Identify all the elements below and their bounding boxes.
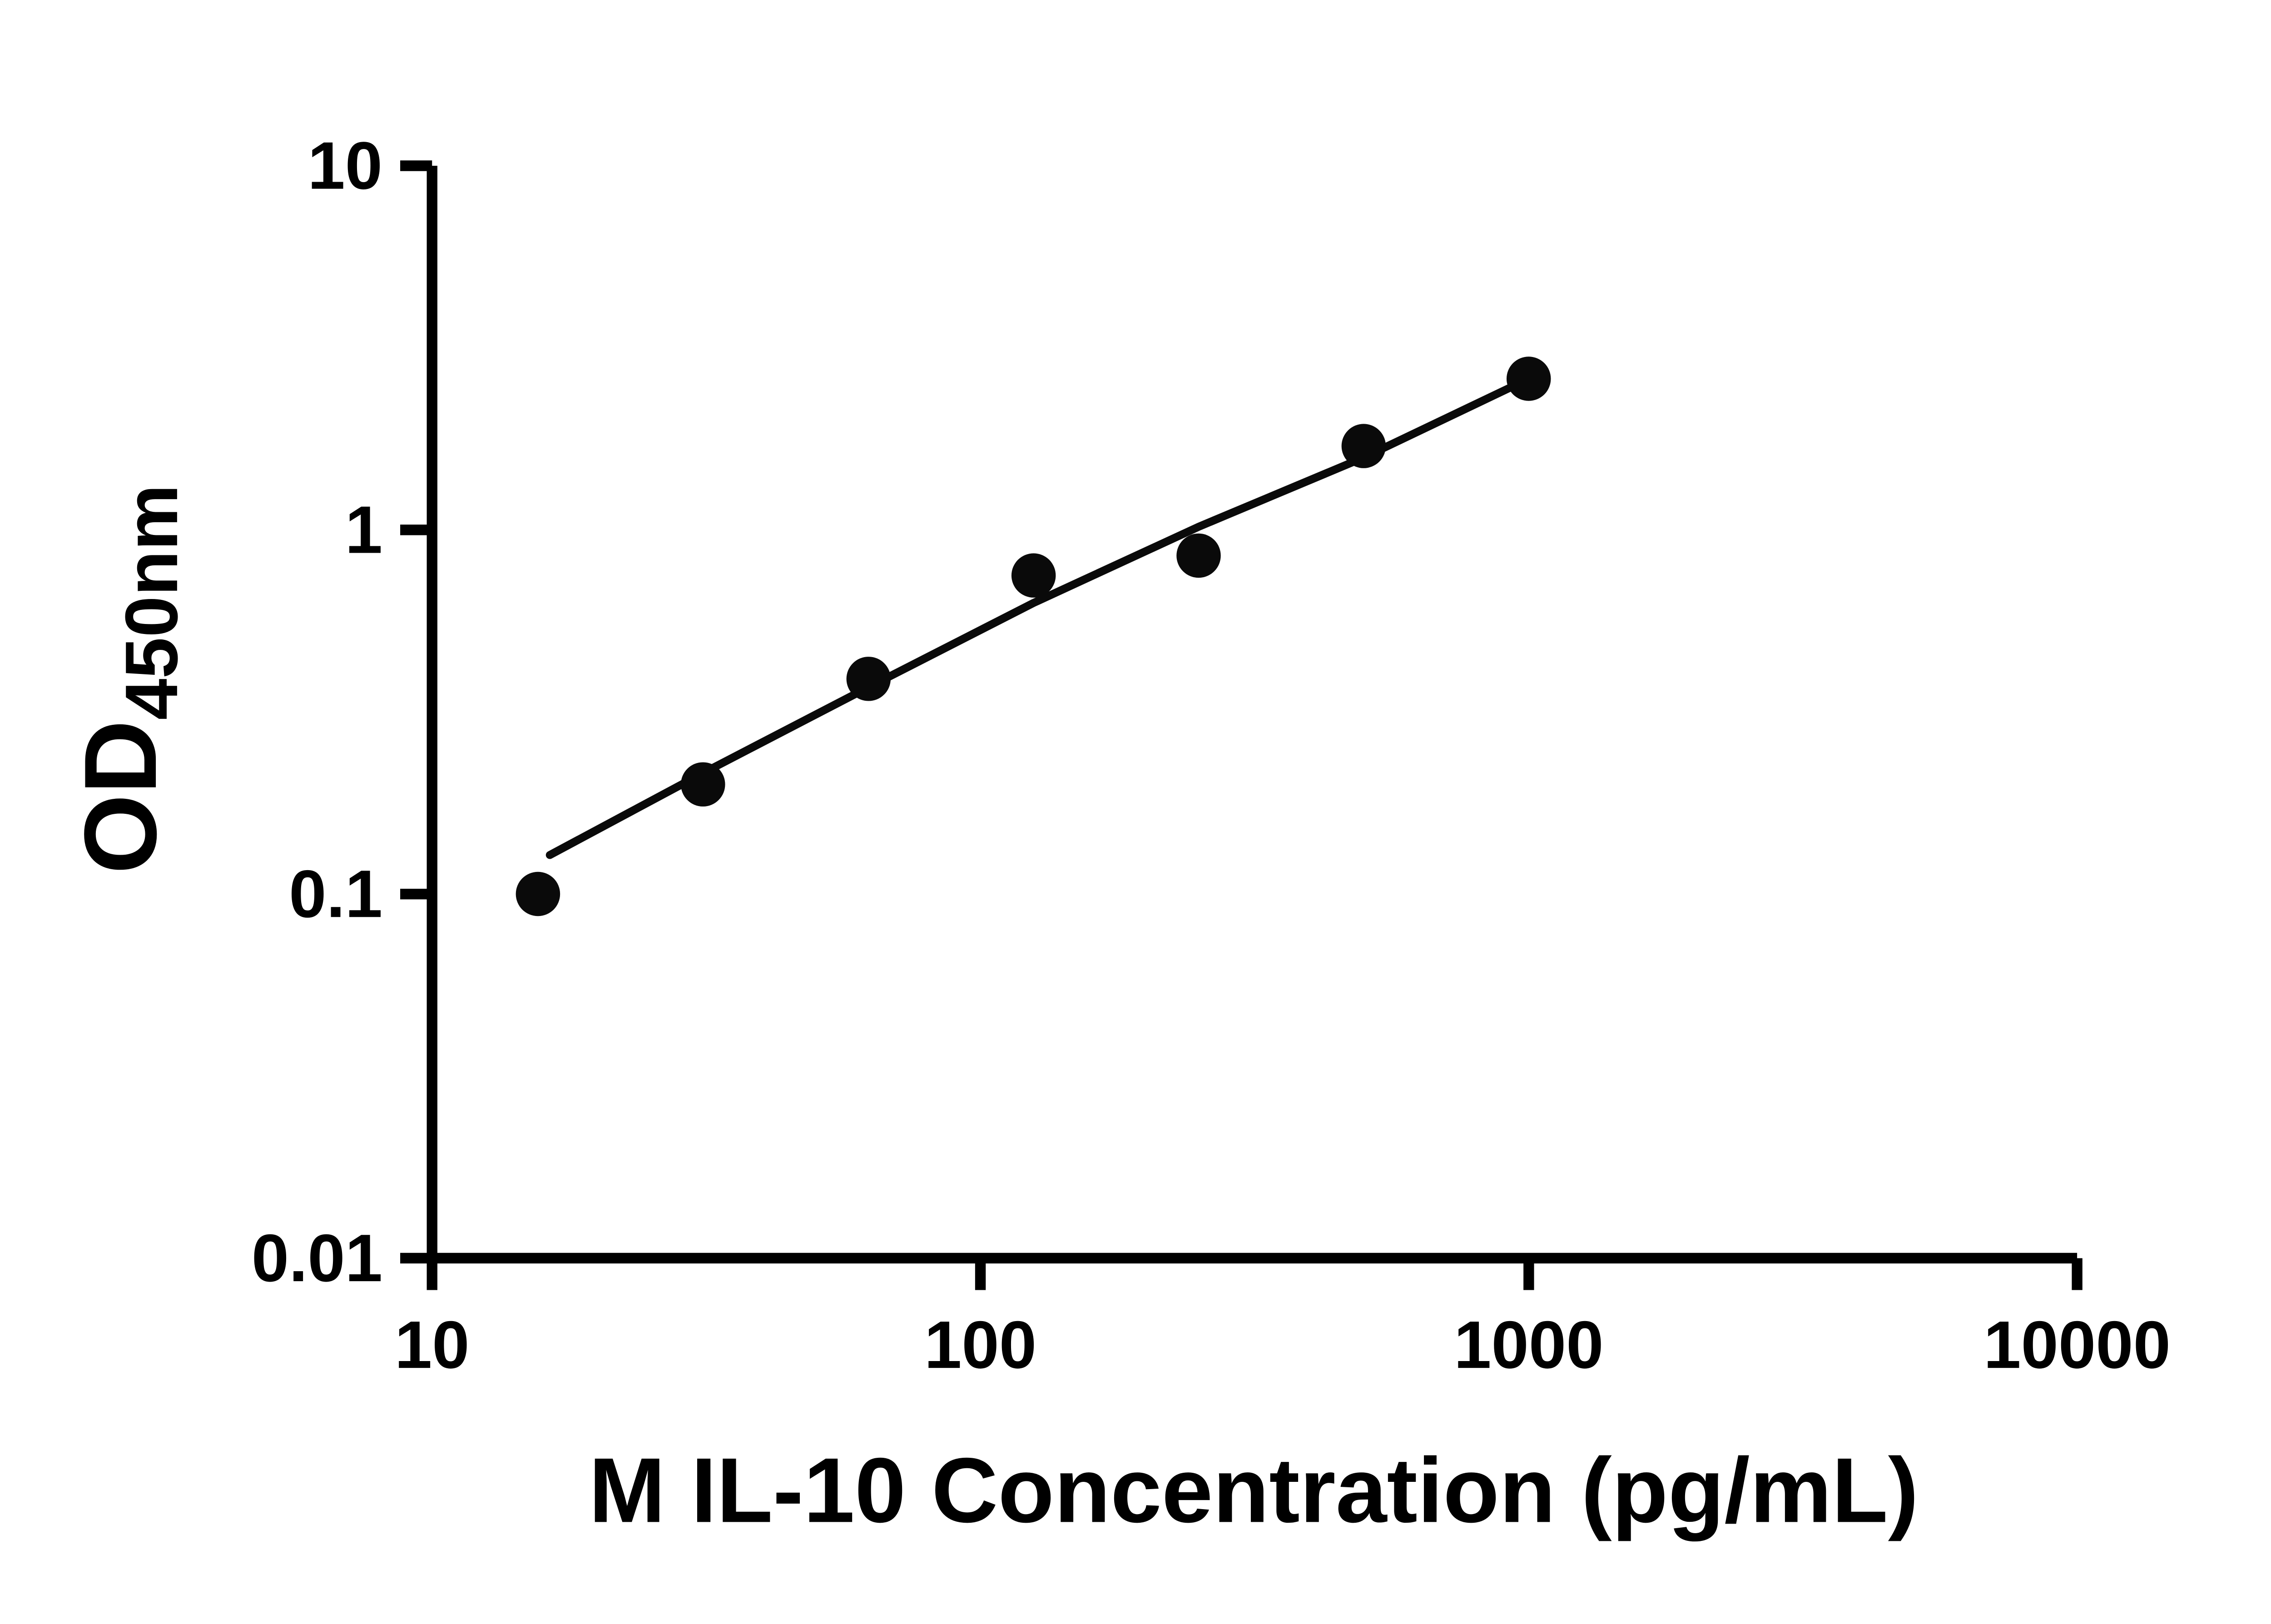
x-tick-label: 1000 bbox=[1454, 1307, 1604, 1382]
data-point bbox=[1011, 553, 1056, 598]
y-axis-label-main: OD bbox=[63, 720, 178, 874]
x-tick-label: 10000 bbox=[1983, 1307, 2171, 1382]
x-tick-label: 100 bbox=[924, 1307, 1036, 1382]
data-point bbox=[681, 762, 725, 807]
plot-area: 10 100 1000 10000 0.01 0.1 1 10 bbox=[252, 129, 2171, 1382]
data-point bbox=[1341, 424, 1386, 468]
x-tick-label: 10 bbox=[395, 1307, 470, 1382]
x-axis-label: M IL-10 Concentration (pg/mL) bbox=[589, 1438, 1919, 1541]
data-point bbox=[516, 871, 560, 916]
y-tick-label: 0.1 bbox=[289, 857, 382, 931]
data-point bbox=[1176, 533, 1221, 578]
y-axis-label: OD450nm bbox=[63, 485, 193, 874]
y-tick-label: 1 bbox=[345, 492, 382, 567]
data-point bbox=[1506, 356, 1551, 401]
y-tick-label: 0.01 bbox=[252, 1221, 382, 1296]
data-point bbox=[846, 657, 891, 701]
y-tick-label: 10 bbox=[307, 129, 382, 203]
y-axis-label-subscript: 450nm bbox=[110, 485, 193, 720]
